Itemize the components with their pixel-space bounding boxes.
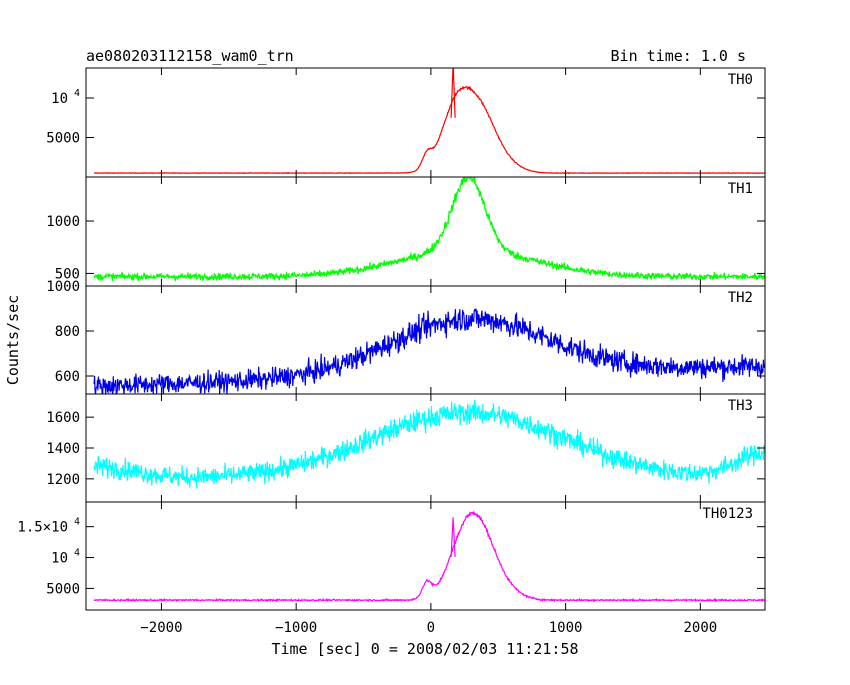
x-axis-label: Time [sec] 0 = 2008/02/03 11:21:58 xyxy=(271,640,578,658)
y-tick-label: 1.5×10 xyxy=(17,520,68,536)
bin-time-label: Bin time: 1.0 s xyxy=(611,47,746,65)
y-tick-label: 800 xyxy=(55,324,80,340)
panel-frame xyxy=(85,501,766,611)
series-th3 xyxy=(93,399,765,489)
panel-frame xyxy=(85,176,766,287)
series-th0123 xyxy=(93,510,765,603)
y-tick-label: 1400 xyxy=(46,441,80,457)
x-tick-label: −1000 xyxy=(275,620,317,636)
panel-th0123: 5000 10 4 1.5×10 4 TH0123 xyxy=(17,501,766,611)
x-tick-label: 2000 xyxy=(683,620,717,636)
panel-label-th1: TH1 xyxy=(728,181,753,197)
panel-frame xyxy=(85,67,766,178)
y-tick-label: 5000 xyxy=(46,131,80,147)
series-th2 xyxy=(93,308,765,394)
y-tick-label: 10 xyxy=(51,551,68,567)
y-axis-label: Counts/sec xyxy=(4,295,22,385)
y-tick-exponent: 4 xyxy=(74,548,80,559)
y-tick-label: 1600 xyxy=(46,410,80,426)
panel-label-th0123: TH0123 xyxy=(702,506,753,522)
y-tick-label: 500 xyxy=(55,266,80,282)
y-tick-exponent: 4 xyxy=(74,517,80,528)
y-tick-label: 5000 xyxy=(46,581,80,597)
panel-label-th3: TH3 xyxy=(728,398,753,414)
y-tick-label: 1200 xyxy=(46,472,80,488)
x-tick-label: 1000 xyxy=(549,620,583,636)
panel-th3: 1200 1400 1600 TH3 xyxy=(46,393,766,503)
y-tick-label: 1000 xyxy=(46,279,80,295)
panel-th0: 5000 10 4 TH0 xyxy=(46,67,766,178)
y-tick-label: 10 xyxy=(51,91,68,107)
panel-frame xyxy=(85,393,766,503)
panel-th1: 500 1000 TH1 xyxy=(46,176,766,287)
chart-title: ae080203112158_wam0_trn xyxy=(86,47,294,65)
series-th1 xyxy=(93,177,765,283)
x-tick-label: 0 xyxy=(427,620,435,636)
y-tick-label: 600 xyxy=(55,369,80,385)
x-tick-label: −2000 xyxy=(140,620,182,636)
panel-label-th2: TH2 xyxy=(728,290,753,306)
series-th0 xyxy=(93,85,765,175)
y-tick-exponent: 4 xyxy=(74,88,80,99)
panel-th2: 600 800 1000 TH2 xyxy=(46,279,766,395)
y-tick-label: 1000 xyxy=(46,214,80,230)
panel-label-th0: TH0 xyxy=(728,72,753,88)
series-th0-spike xyxy=(450,68,456,118)
